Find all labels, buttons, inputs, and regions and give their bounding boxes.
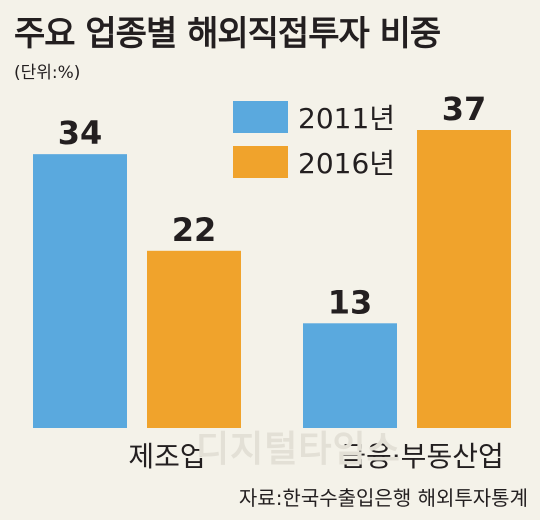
legend-swatch-0: [233, 101, 288, 133]
value-label-1-1: 37: [442, 90, 487, 128]
value-label-0-0: 34: [58, 114, 103, 152]
category-label-1: 금융·부동산업: [340, 440, 503, 473]
watermark: 디지털타임스: [196, 429, 401, 470]
unit-label: (단위:%): [14, 63, 81, 83]
legend-label-1: 2016년: [298, 147, 395, 180]
value-label-1-0: 13: [328, 283, 373, 321]
source-note: 자료:한국수출입은행 해외투자통계: [238, 486, 528, 510]
category-label-0: 제조업: [128, 440, 205, 473]
legend-swatch-1: [233, 146, 288, 178]
bar-1-0: [303, 323, 397, 428]
legend-label-0: 2011년: [298, 102, 395, 135]
bar-1-1: [417, 130, 511, 428]
bar-0-0: [33, 154, 127, 428]
bar-0-1: [147, 250, 241, 428]
chart-title: 주요 업종별 해외직접투자 비중: [14, 14, 441, 54]
value-label-0-1: 22: [172, 211, 217, 249]
